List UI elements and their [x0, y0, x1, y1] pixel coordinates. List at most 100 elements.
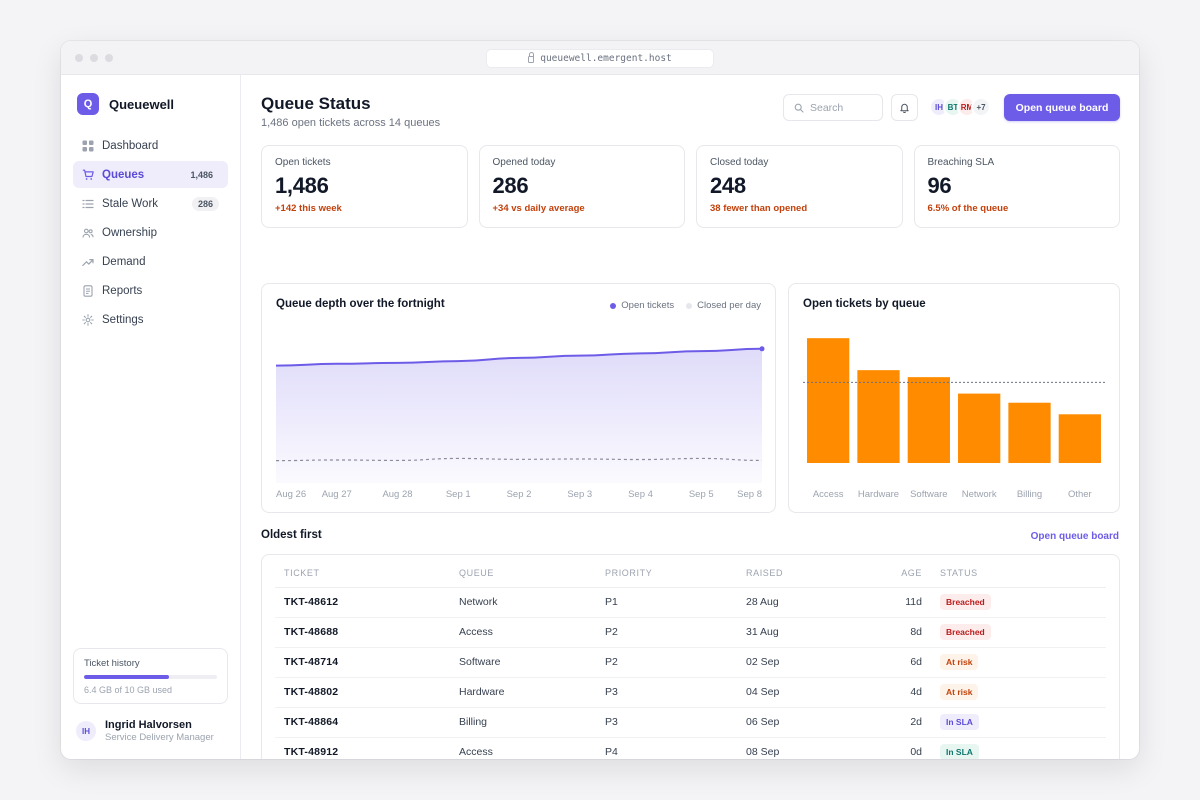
raised-date-cell: 08 Sep — [746, 746, 780, 759]
raised-date-cell: 31 Aug — [737, 617, 872, 648]
page-subtitle: 1,486 open tickets across 14 queues — [261, 117, 441, 129]
notifications-button[interactable] — [891, 94, 918, 121]
legend-label: Open tickets — [621, 300, 675, 311]
raised-date-cell: 28 Aug — [737, 587, 872, 618]
priority-cell: P4 — [605, 746, 618, 759]
table-row[interactable]: TKT-48612 Network P1 28 Aug 11d Breached — [275, 587, 1106, 618]
sidebar-item-stale-work[interactable]: Stale Work 286 — [73, 190, 228, 217]
address-text: queuewell.emergent.host — [540, 53, 672, 64]
bar-network — [958, 393, 1001, 463]
tickets-by-queue-chart-card: Open tickets by queue Access Hardware Soft… — [788, 283, 1120, 513]
sidebar-item-label: Demand — [102, 255, 146, 268]
queue-depth-chart-card: Queue depth over the fortnight Open tick… — [261, 283, 776, 513]
table-row[interactable]: TKT-48912 Access P4 08 Sep 0d In SLA — [275, 737, 1106, 759]
x-tick-label: Other — [1068, 489, 1092, 500]
bar-other — [1058, 414, 1101, 463]
x-tick-label: Sep 1 — [446, 489, 471, 500]
kpi-delta: +34 vs daily average — [492, 203, 585, 214]
ticket-id-cell: TKT-48912 — [284, 746, 339, 759]
status-badge: At risk — [940, 684, 979, 700]
closed-per-day-line — [275, 457, 763, 462]
x-tick-label: Hardware — [858, 489, 899, 500]
address-bar[interactable]: queuewell.emergent.host — [486, 49, 714, 68]
column-header-ticket[interactable]: TICKET — [275, 559, 450, 588]
status-cell: At risk — [931, 647, 1106, 678]
tickets-by-queue-chart: Access Hardware Software Network Billing Othe… — [803, 338, 1105, 500]
user-role: Service Delivery Manager — [105, 732, 214, 743]
x-tick-label: Sep 5 — [689, 489, 714, 500]
column-header-queue[interactable]: QUEUE — [450, 559, 596, 588]
list-icon — [82, 198, 94, 210]
grid-icon — [82, 140, 94, 152]
kpi-label: Breaching SLA — [927, 157, 995, 168]
kpi-card: Closed today 248 38 fewer than opened — [696, 145, 903, 228]
legend-item[interactable]: Open tickets — [610, 300, 674, 311]
x-tick-label: Sep 3 — [567, 489, 592, 500]
queue-cell: Network — [450, 587, 596, 618]
status-cell: Breached — [931, 617, 1106, 648]
user-profile[interactable]: IH Ingrid Halvorsen Service Delivery Man… — [76, 719, 214, 743]
status-badge: In SLA — [940, 714, 979, 730]
browser-titlebar: queuewell.emergent.host — [61, 41, 1139, 75]
main-content: Queue Status 1,486 open tickets across 1… — [241, 75, 1139, 759]
column-header-priority[interactable]: PRIORITY — [596, 559, 737, 588]
table-row[interactable]: TKT-48802 Hardware P3 04 Sep 4d At risk — [275, 677, 1106, 708]
open-tickets-endpoint — [759, 346, 765, 352]
kpi-value: 286 — [492, 173, 529, 198]
table-row[interactable]: TKT-48864 Billing P3 06 Sep 2d In SLA — [275, 707, 1106, 738]
raised-date-cell: 02 Sep — [737, 647, 872, 678]
storage-card: Ticket history 6.4 GB of 10 GB used — [73, 648, 228, 704]
avatar-more-count: +7 — [971, 97, 991, 117]
open-queue-board-button[interactable]: Open queue board — [1004, 94, 1120, 121]
cart-icon — [82, 169, 94, 181]
page-title: Queue Status — [261, 94, 371, 113]
priority-cell: P1 — [596, 587, 737, 618]
sidebar-item-reports[interactable]: Reports — [73, 277, 228, 304]
sidebar-item-demand[interactable]: Demand — [73, 248, 228, 275]
queue-cell: Software — [450, 647, 596, 678]
sidebar-item-ownership[interactable]: Ownership — [73, 219, 228, 246]
brand[interactable]: Q Queuewell — [77, 93, 174, 115]
minimize-dot[interactable] — [90, 54, 98, 62]
chart-title: Queue depth over the fortnight — [276, 298, 445, 310]
kpi-card: Breaching SLA 96 6.5% of the queue — [913, 145, 1120, 228]
column-header-status[interactable]: STATUS — [931, 559, 1106, 588]
sidebar-item-queues[interactable]: Queues 1,486 — [73, 161, 228, 188]
kpi-card: Opened today 286 +34 vs daily average — [478, 145, 685, 228]
column-header-age[interactable]: AGE — [872, 559, 931, 588]
chart-title: Open tickets by queue — [803, 298, 926, 310]
open-queue-board-link[interactable]: Open queue board — [1030, 531, 1119, 542]
table-row[interactable]: TKT-48714 Software P2 02 Sep 6d At risk — [275, 647, 1106, 678]
maximize-dot[interactable] — [105, 54, 113, 62]
sidebar: Q Queuewell Dashboard Queues 1,486 Stale… — [61, 75, 241, 759]
brand-name: Queuewell — [109, 96, 175, 112]
x-tick-label: Sep 8 — [737, 489, 762, 500]
status-cell: In SLA — [931, 707, 1106, 738]
lock-icon — [528, 52, 535, 63]
bar-billing — [1008, 402, 1051, 463]
search-placeholder: Search — [810, 101, 844, 114]
kpi-delta: 38 fewer than opened — [710, 203, 808, 214]
sidebar-item-dashboard[interactable]: Dashboard — [73, 132, 228, 159]
age-cell: 0d — [910, 746, 922, 759]
close-dot[interactable] — [75, 54, 83, 62]
team-avatars[interactable]: IH BT RM +7 — [929, 97, 991, 117]
age-cell: 11d — [872, 587, 931, 618]
browser-window: queuewell.emergent.host Q Queuewell Dash… — [61, 41, 1139, 759]
queue-cell: Access — [450, 617, 596, 648]
search-input[interactable]: Search — [783, 94, 883, 121]
legend-swatch — [686, 302, 693, 309]
kpi-label: Open tickets — [275, 157, 331, 168]
table-row[interactable]: TKT-48688 Access P2 31 Aug 8d Breached — [275, 617, 1106, 648]
sidebar-item-label: Reports — [102, 284, 143, 297]
sidebar-item-settings[interactable]: Settings — [73, 306, 228, 333]
nav-count-badge: 1,486 — [190, 169, 213, 180]
x-tick-label: Access — [813, 489, 844, 500]
ticket-id-cell: TKT-48864 — [275, 707, 450, 738]
raised-date-cell: 04 Sep — [737, 677, 872, 708]
queue-depth-chart: Aug 26 Aug 27 Aug 28 Sep 1 Sep 2 Sep 3 Sep 4 Se… — [275, 346, 765, 500]
legend-item[interactable]: Closed per day — [686, 300, 761, 311]
column-header-raised[interactable]: RAISED — [737, 559, 872, 588]
avatar: IH — [76, 721, 96, 741]
bar-access — [807, 338, 850, 463]
